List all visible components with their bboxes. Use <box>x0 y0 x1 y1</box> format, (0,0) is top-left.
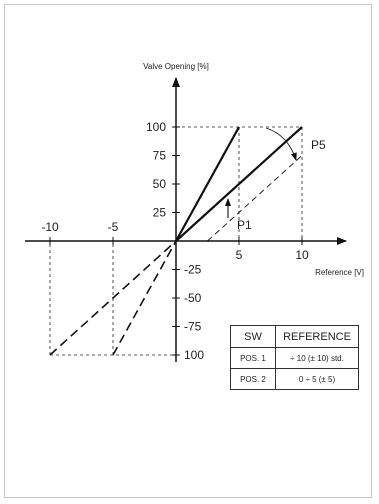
table-row: POS. 2 0 ÷ 5 (± 5) <box>230 368 359 390</box>
series-line-2 <box>175 126 303 242</box>
annotation-p5: P5 <box>311 138 326 152</box>
series-line-5 <box>207 155 303 242</box>
series-line-1 <box>175 126 240 242</box>
y-tick-label: 100 <box>184 348 204 362</box>
y-axis-label: Valve Opening [%] <box>143 62 209 71</box>
y-tick-label: -50 <box>184 291 202 305</box>
table-cell-reference: ÷ 10 (± 10) std. <box>275 347 359 369</box>
y-tick-label: -25 <box>184 263 202 277</box>
table-cell-reference: 0 ÷ 5 (± 5) <box>275 368 359 390</box>
series-line-3 <box>49 240 177 356</box>
annotation-p1: P1 <box>237 218 252 232</box>
y-tick-label: 100 <box>146 120 166 134</box>
y-tick-label: 50 <box>153 177 167 191</box>
switch-reference-table: SW REFERENCE POS. 1 ÷ 10 (± 10) std. POS… <box>230 325 359 390</box>
figure-frame <box>4 4 372 498</box>
table-header-sw: SW <box>230 325 276 348</box>
series-line-4 <box>112 240 177 356</box>
x-tick-label: -5 <box>108 220 119 234</box>
y-tick-label: 25 <box>153 206 167 220</box>
table-header-row: SW REFERENCE <box>230 325 359 348</box>
x-tick-label: 5 <box>236 248 243 262</box>
x-tick-label: -10 <box>41 220 59 234</box>
y-tick-label: -75 <box>184 320 202 334</box>
x-tick-label: 10 <box>295 248 309 262</box>
p5-curved-arrow <box>265 127 297 161</box>
x-axis-label: Reference [V] <box>315 268 364 277</box>
table-header-reference: REFERENCE <box>275 325 359 348</box>
table-row: POS. 1 ÷ 10 (± 10) std. <box>230 347 359 369</box>
table-cell-sw: POS. 2 <box>230 368 276 390</box>
table-cell-sw: POS. 1 <box>230 347 276 369</box>
y-tick-label: 75 <box>153 149 167 163</box>
